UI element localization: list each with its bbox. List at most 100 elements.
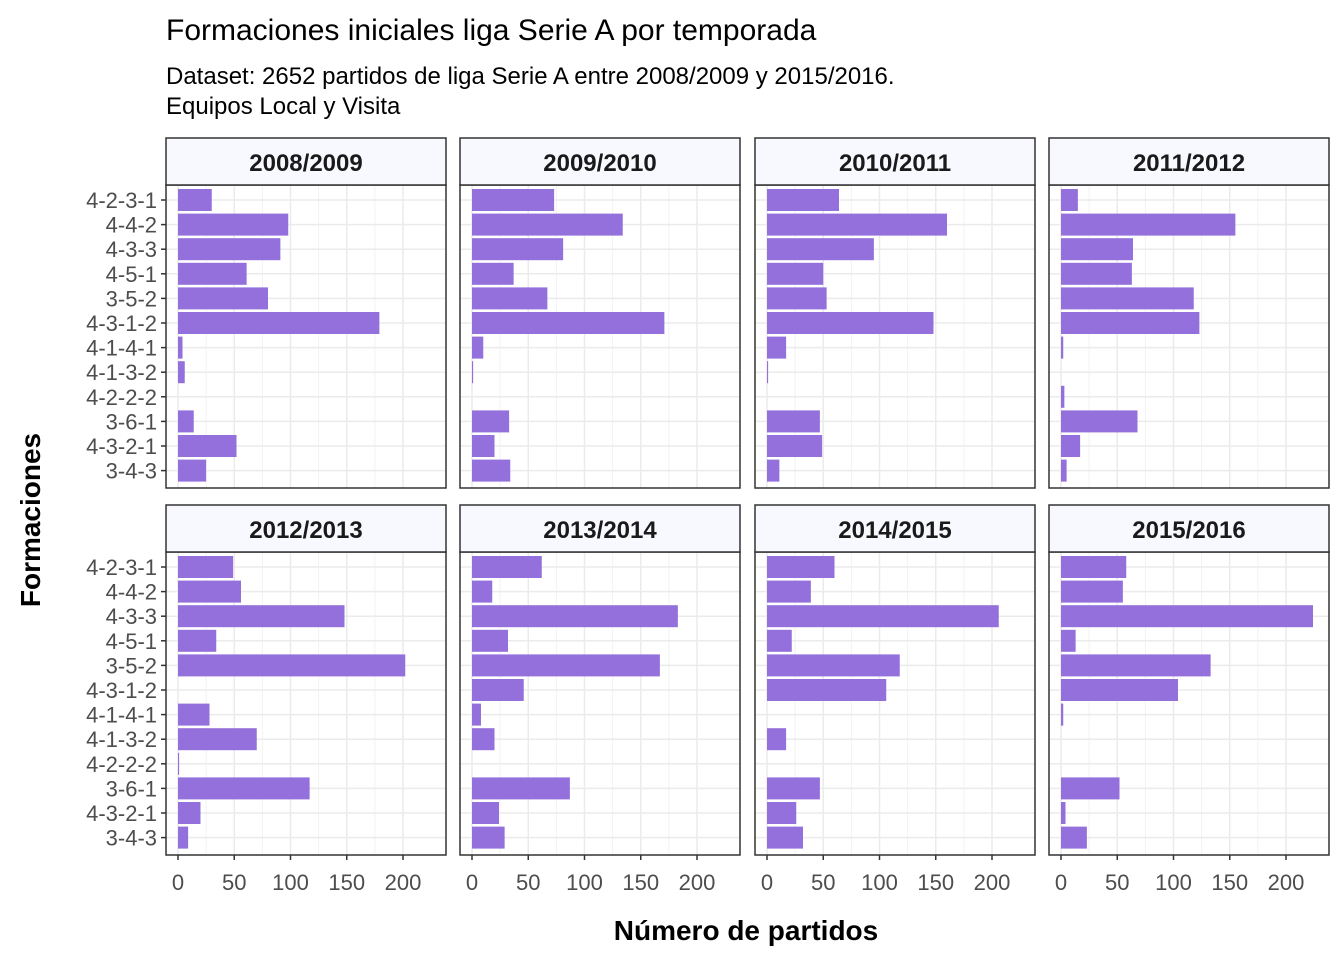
bar — [767, 238, 874, 261]
y-tick-label: 4-3-1-2 — [86, 678, 157, 703]
bar — [178, 410, 194, 433]
bar — [178, 262, 247, 285]
bar — [767, 312, 934, 334]
facet-label: 2013/2014 — [543, 517, 657, 544]
y-tick-label: 4-5-1 — [106, 262, 157, 287]
bar — [767, 802, 797, 824]
bar — [1061, 556, 1127, 578]
bar — [178, 580, 241, 603]
x-tick-label: 150 — [328, 870, 365, 895]
bar — [472, 361, 474, 384]
bar — [178, 654, 406, 677]
bar — [178, 777, 310, 800]
bar — [1061, 826, 1087, 849]
x-tick-label: 200 — [974, 870, 1011, 895]
y-tick-label: 4-5-1 — [106, 629, 157, 654]
bar — [1061, 654, 1211, 677]
bar — [1061, 312, 1200, 334]
x-tick-label: 0 — [172, 870, 184, 895]
bar — [472, 728, 495, 751]
bar — [1061, 679, 1178, 701]
bar — [472, 629, 508, 652]
bar — [767, 580, 811, 603]
bar — [472, 336, 484, 359]
bar — [472, 777, 570, 800]
bar — [767, 361, 769, 384]
bar — [178, 238, 281, 261]
bar — [178, 802, 201, 824]
chart-title: Formaciones iniciales liga Serie A por t… — [166, 14, 817, 47]
chart-subtitle-line-1: Dataset: 2652 partidos de liga Serie A e… — [166, 63, 895, 90]
bar — [1061, 238, 1133, 261]
y-tick-label: 4-1-3-2 — [86, 360, 157, 385]
facet-panel: 2014/2015 0 50 100 150 200 — [754, 504, 1036, 895]
y-tick-label: 3-4-3 — [106, 826, 157, 851]
bar — [472, 262, 514, 285]
bar — [178, 213, 289, 236]
facet-strip — [165, 504, 447, 553]
facet-strip — [1048, 504, 1330, 553]
bar — [1061, 336, 1064, 359]
facet-label: 2015/2016 — [1132, 517, 1245, 544]
x-tick-label: 0 — [761, 870, 773, 895]
y-tick-label: 4-2-2-2 — [86, 385, 157, 410]
facet-panel: 2015/2016 0 50 100 150 200 — [1048, 504, 1330, 895]
bar — [472, 435, 495, 457]
facet-strip — [754, 137, 1036, 186]
bar — [767, 629, 792, 652]
x-tick-label: 50 — [1105, 870, 1129, 895]
y-tick-label: 4-3-3 — [106, 604, 157, 629]
bar — [1061, 580, 1123, 603]
y-tick-label: 4-3-3 — [106, 237, 157, 262]
y-tick-label: 3-5-2 — [106, 286, 157, 311]
bar — [178, 312, 380, 334]
bar — [767, 826, 803, 849]
bar — [1061, 189, 1078, 211]
bar — [472, 189, 555, 211]
bar — [178, 728, 257, 751]
bar — [1061, 605, 1313, 628]
facet-strip — [165, 137, 447, 186]
panel-background — [460, 552, 740, 855]
bar — [767, 605, 999, 628]
bar — [178, 605, 345, 628]
bar — [767, 777, 820, 800]
facet-label: 2014/2015 — [838, 517, 951, 544]
bar — [767, 679, 887, 701]
x-tick-label: 200 — [385, 870, 422, 895]
bar — [1061, 435, 1081, 457]
y-tick-label: 4-4-2 — [106, 580, 157, 605]
bar — [178, 752, 180, 775]
bar — [472, 580, 493, 603]
bar — [1061, 262, 1132, 285]
x-tick-label: 50 — [811, 870, 835, 895]
bar — [178, 189, 212, 211]
y-tick-label: 4-3-2-1 — [86, 434, 157, 459]
bar — [767, 728, 787, 751]
bar — [767, 459, 780, 482]
bar — [1061, 287, 1194, 310]
y-tick-label: 4-3-1-2 — [86, 311, 157, 336]
facet-panel: 2011/2012 — [1048, 137, 1330, 489]
y-tick-label: 4-1-4-1 — [86, 703, 157, 728]
bar — [472, 826, 505, 849]
bar — [1061, 385, 1065, 408]
facet-label: 2008/2009 — [249, 150, 362, 177]
facet-panel: 2013/2014 0 50 100 150 200 — [459, 504, 741, 895]
y-tick-label: 4-4-2 — [106, 213, 157, 238]
facet-label: 2009/2010 — [543, 150, 656, 177]
bar — [178, 435, 237, 457]
x-tick-label: 0 — [466, 870, 478, 895]
bar — [472, 703, 481, 726]
x-tick-label: 150 — [622, 870, 659, 895]
y-axis-title: Formaciones — [15, 433, 46, 607]
bar — [767, 556, 835, 578]
x-tick-label: 150 — [917, 870, 954, 895]
bar — [178, 459, 207, 482]
bar — [472, 238, 564, 261]
bar — [767, 262, 824, 285]
bar — [767, 213, 947, 236]
facet-strip — [1048, 137, 1330, 186]
facet-label: 2011/2012 — [1133, 150, 1245, 177]
